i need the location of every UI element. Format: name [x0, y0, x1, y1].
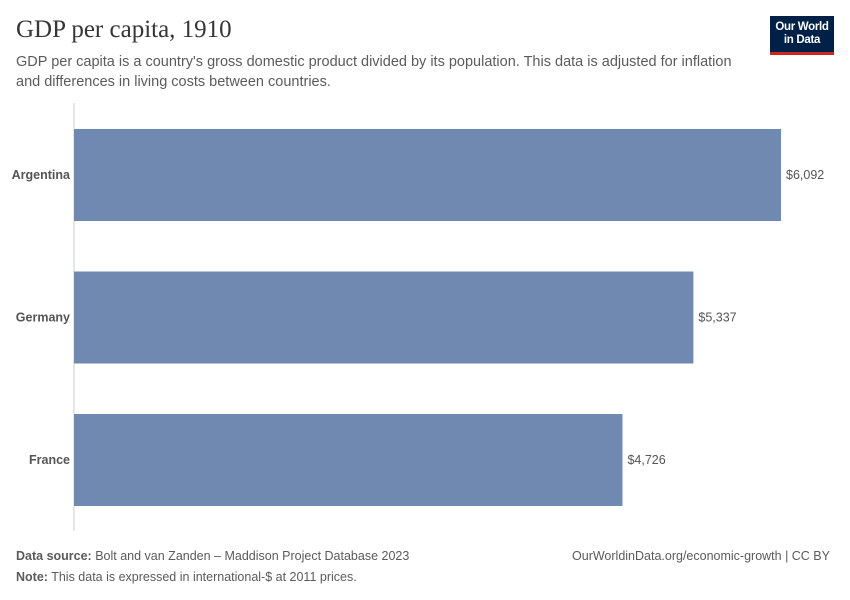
note-text: This data is expressed in international-…	[51, 570, 357, 584]
category-label: Argentina	[12, 168, 71, 182]
source-url[interactable]: OurWorldinData.org/economic-growth | CC …	[572, 549, 830, 563]
value-label: $4,726	[627, 453, 665, 467]
source-text[interactable]: Bolt and van Zanden – Maddison Project D…	[95, 549, 410, 563]
data-source: Data source: Bolt and van Zanden – Maddi…	[16, 549, 409, 563]
note: Note: This data is expressed in internat…	[16, 570, 357, 584]
bar-argentina[interactable]	[74, 129, 781, 221]
bar-france[interactable]	[74, 414, 623, 506]
chart-subtitle: GDP per capita is a country's gross dome…	[16, 54, 732, 90]
source-label: Data source:	[16, 549, 92, 563]
value-label: $5,337	[698, 311, 736, 325]
category-label: France	[29, 453, 70, 467]
value-label: $6,092	[786, 168, 824, 182]
chart-title: GDP per capita, 1910	[16, 16, 232, 43]
category-label: Germany	[16, 311, 70, 325]
note-label: Note:	[16, 570, 48, 584]
owid-logo[interactable]: Our World in Data	[770, 16, 834, 55]
bar-germany[interactable]	[74, 271, 694, 364]
